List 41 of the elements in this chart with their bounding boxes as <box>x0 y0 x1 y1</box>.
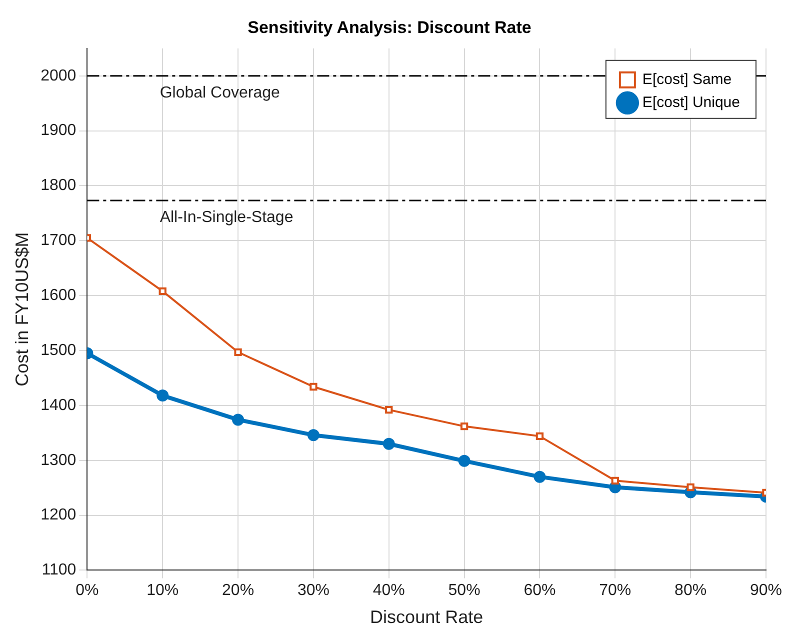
point <box>460 422 468 430</box>
ref-line-label: Global Coverage <box>160 84 280 102</box>
point <box>536 432 544 440</box>
y-tick-label: 1900 <box>40 122 76 140</box>
x-tick-label: 30% <box>297 582 330 600</box>
point <box>307 429 320 442</box>
chart-title: Sensitivity Analysis: Discount Rate <box>248 18 532 37</box>
legend-label: E[cost] Same <box>642 71 732 88</box>
y-tick-label: 1800 <box>40 177 76 194</box>
point <box>310 382 318 391</box>
x-tick-label: 40% <box>372 582 405 600</box>
point <box>234 348 242 356</box>
point <box>232 414 244 426</box>
y-tick-label: 2000 <box>40 67 76 84</box>
point <box>385 406 393 414</box>
point <box>158 287 166 296</box>
point <box>686 483 694 492</box>
y-axis-title: Cost in FY10US$M <box>12 232 32 386</box>
x-tick-label: 90% <box>750 582 782 600</box>
x-tick-label: 60% <box>524 582 556 600</box>
x-tick-label: 70% <box>599 582 632 600</box>
point <box>382 438 395 450</box>
x-tick-label: 10% <box>146 582 179 600</box>
y-tick-label: 1500 <box>40 342 76 359</box>
y-tick-label: 1300 <box>40 452 76 469</box>
y-tick-label: 1700 <box>40 232 76 250</box>
ref-line-label: All-In-Single-Stage <box>160 208 294 226</box>
point <box>534 470 546 483</box>
x-tick-label: 50% <box>448 582 480 600</box>
point <box>611 476 619 484</box>
x-axis-title: Discount Rate <box>370 607 484 628</box>
point <box>458 454 470 467</box>
x-tick-label: 80% <box>674 582 707 600</box>
y-tick-label: 1400 <box>40 396 76 414</box>
x-tick-label: 0% <box>76 582 99 600</box>
x-tick-label: 20% <box>222 582 254 600</box>
legend-label: E[cost] Unique <box>642 94 740 112</box>
y-tick-label: 1200 <box>40 506 76 524</box>
y-tick-label: 1600 <box>40 286 76 304</box>
point <box>156 390 169 402</box>
y-tick-label: 1100 <box>42 562 76 579</box>
